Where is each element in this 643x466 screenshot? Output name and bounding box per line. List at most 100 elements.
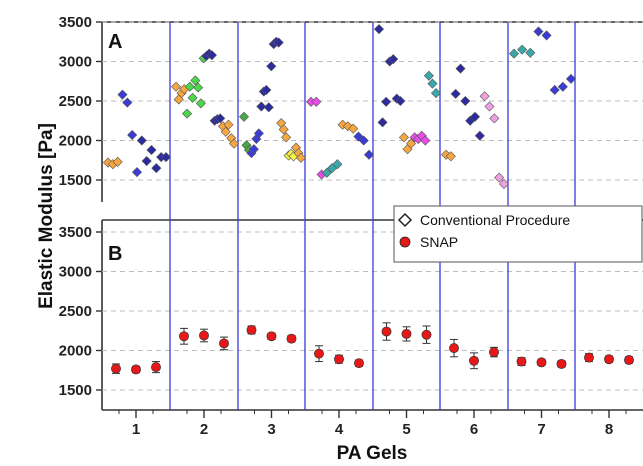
conventional-point <box>377 117 388 128</box>
conventional-point <box>450 88 461 99</box>
conventional-point <box>332 159 343 170</box>
y-tick-label: 3000 <box>59 54 92 71</box>
conventional-point <box>195 98 206 109</box>
conventional-point <box>146 144 157 156</box>
conventional-point <box>469 111 481 122</box>
y-tick-label: 2000 <box>59 343 92 360</box>
conventional-point <box>398 132 409 143</box>
conventional-point <box>455 63 466 74</box>
snap-point <box>489 347 499 358</box>
conventional-point <box>184 81 195 92</box>
x-tick-label: 7 <box>537 421 545 438</box>
y-tick-label: 1500 <box>59 172 92 189</box>
conventional-point <box>151 163 162 174</box>
y-tick-label: 2000 <box>59 133 92 150</box>
snap-point <box>381 326 392 337</box>
snap-point <box>469 355 479 366</box>
snap-point <box>556 358 567 369</box>
conventional-point <box>373 24 385 35</box>
legend-label-snap: SNAP <box>420 234 458 250</box>
conventional-point <box>381 96 392 107</box>
conventional-point <box>363 149 375 160</box>
conventional-point <box>273 37 284 48</box>
conventional-point <box>565 73 577 84</box>
snap-point <box>131 364 141 375</box>
snap-point <box>516 356 527 367</box>
conventional-point <box>141 156 152 167</box>
conventional-point <box>223 119 234 130</box>
conventional-point <box>427 78 438 89</box>
conventional-point <box>517 44 528 55</box>
x-tick-label: 3 <box>267 421 275 438</box>
conventional-point <box>479 91 490 102</box>
conventional-point <box>256 101 267 112</box>
snap-point <box>354 358 364 369</box>
conventional-point <box>228 138 240 149</box>
conventional-point <box>388 54 399 65</box>
panel-label-b-box: B <box>104 238 132 266</box>
snap-point <box>199 330 209 341</box>
conventional-point <box>549 84 560 95</box>
conventional-point <box>525 47 536 58</box>
conventional-point <box>127 129 138 140</box>
conventional-point <box>182 108 193 119</box>
x-tick-label: 5 <box>402 421 410 438</box>
x-axis-ticks: 1 2 3 4 5 6 7 8 <box>118 410 627 438</box>
panel-label-b: B <box>108 243 122 265</box>
snap-point <box>401 328 412 339</box>
conventional-point <box>187 92 198 103</box>
conventional-point <box>445 151 456 162</box>
conventional-point <box>248 144 259 155</box>
conventional-point <box>321 167 332 178</box>
conventional-point <box>263 102 274 113</box>
conventional-point <box>533 26 544 37</box>
conventional-point <box>311 96 322 107</box>
conventional-point <box>498 178 510 189</box>
y-tick-label: 1500 <box>59 382 92 399</box>
conventional-point <box>193 82 204 93</box>
conventional-point <box>261 84 272 95</box>
snap-point <box>624 355 634 365</box>
x-axis-title: PA Gels <box>337 443 408 464</box>
conventional-point <box>358 135 369 146</box>
conventional-point <box>253 128 264 139</box>
conventional-point <box>136 135 147 146</box>
conventional-point <box>266 61 277 72</box>
conventional-point <box>348 123 359 134</box>
legend-label-conventional: Conventional Procedure <box>420 212 570 228</box>
legend-circle-marker <box>399 236 411 248</box>
conventional-point <box>406 138 417 149</box>
conventional-point <box>395 95 406 107</box>
conventional-point <box>460 95 471 107</box>
conventional-point <box>508 48 520 59</box>
conventional-point <box>173 94 184 105</box>
snap-point <box>151 362 161 373</box>
y-axis-ticks: 1500 2000 2500 3000 3500 1500 2000 2500 3000 3500 <box>59 14 102 399</box>
conventional-point <box>430 88 442 99</box>
x-tick-label: 4 <box>335 421 344 438</box>
y-tick-label: 3000 <box>59 264 92 281</box>
snap-point <box>421 329 432 340</box>
snap-point <box>179 331 189 342</box>
y-axis-title: Elastic Modulus [Pa] <box>36 123 57 309</box>
y-tick-label: 2500 <box>59 93 92 110</box>
conventional-point <box>220 126 231 137</box>
x-tick-label: 8 <box>605 421 613 438</box>
conventional-point <box>131 167 143 178</box>
conventional-point <box>484 101 495 112</box>
conventional-point <box>494 172 505 183</box>
legend: Conventional Procedure SNAP <box>393 205 643 263</box>
conventional-point <box>489 113 500 124</box>
snap-point <box>111 363 121 374</box>
snap-point <box>584 352 594 363</box>
data-points <box>102 24 634 375</box>
snap-point <box>266 331 277 342</box>
conventional-point <box>215 113 226 124</box>
y-tick-label: 2500 <box>59 303 92 320</box>
panel-label-a: A <box>108 31 122 53</box>
x-tick-label: 6 <box>470 421 478 438</box>
conventional-point <box>160 152 172 163</box>
conventional-point <box>420 135 431 146</box>
snap-point <box>219 338 229 349</box>
